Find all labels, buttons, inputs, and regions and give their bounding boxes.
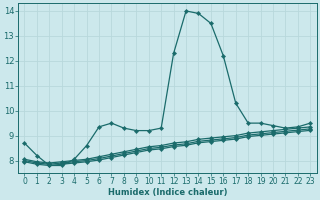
X-axis label: Humidex (Indice chaleur): Humidex (Indice chaleur) [108,188,227,197]
